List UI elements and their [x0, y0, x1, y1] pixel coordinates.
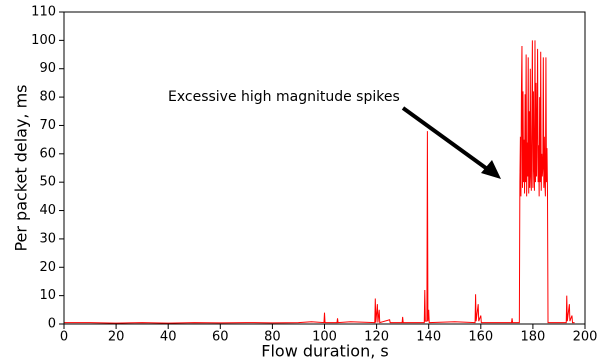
x-tick-label: 40 [160, 330, 177, 345]
y-tick-label: 50 [39, 175, 56, 190]
y-tick-label: 0 [48, 317, 56, 332]
annotation-arrow [401, 106, 492, 173]
y-tick-label: 40 [39, 203, 56, 218]
arrow-head [481, 160, 501, 179]
x-tick-label: 80 [264, 330, 281, 345]
y-tick-label: 30 [39, 231, 56, 246]
x-tick-label: 60 [212, 330, 229, 345]
y-axis-label: Per packet delay, ms [12, 84, 31, 251]
y-tick-label: 10 [39, 288, 56, 303]
x-tick-label: 140 [416, 330, 441, 345]
x-tick-label: 100 [312, 330, 337, 345]
y-tick-label: 70 [39, 118, 56, 133]
x-tick-label: 20 [108, 330, 125, 345]
y-tick-label: 110 [31, 5, 56, 20]
x-tick-label: 0 [60, 330, 68, 345]
x-tick-label: 200 [573, 330, 598, 345]
x-axis-label: Flow duration, s [261, 342, 388, 361]
x-tick-label: 180 [520, 330, 545, 345]
y-tick-label: 90 [39, 61, 56, 76]
y-tick-label: 100 [31, 33, 56, 48]
x-tick-label: 160 [468, 330, 493, 345]
plot-frame [63, 11, 586, 325]
y-tick-label: 80 [39, 90, 56, 105]
x-tick-label: 120 [364, 330, 389, 345]
y-tick-label: 20 [39, 260, 56, 275]
y-tick-label: 60 [39, 146, 56, 161]
data-line [64, 40, 575, 324]
annotation: Excessive high magnitude spikes [168, 89, 400, 105]
